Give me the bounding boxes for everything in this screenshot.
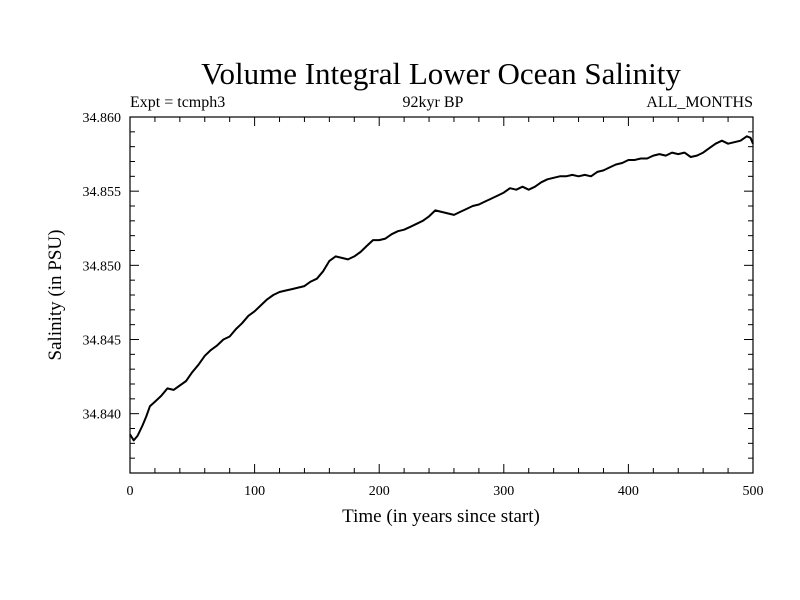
y-tick-label: 34.860: [83, 111, 122, 126]
months-label: ALL_MONTHS: [646, 94, 753, 111]
x-tick-label: 0: [127, 484, 134, 499]
period-label: 92kyr BP: [403, 94, 464, 111]
x-tick-label: 100: [244, 484, 265, 499]
experiment-label: Expt = tcmph3: [130, 94, 225, 111]
chart-title: Volume Integral Lower Ocean Salinity: [201, 56, 681, 91]
axis-ticks: [129, 116, 754, 474]
x-axis-label: Time (in years since start): [342, 506, 540, 527]
x-tick-labels: 0 100 200 300 400 500: [127, 484, 764, 499]
x-tick-label: 200: [369, 484, 390, 499]
y-tick-label: 34.855: [83, 185, 122, 200]
y-tick-label: 34.850: [83, 259, 122, 274]
y-tick-label: 34.840: [83, 408, 122, 423]
x-tick-label: 300: [493, 484, 514, 499]
y-axis-label: Salinity (in PSU): [45, 230, 66, 361]
x-tick-label: 400: [618, 484, 639, 499]
plot-frame: [129, 116, 754, 474]
x-tick-label: 500: [743, 484, 764, 499]
salinity-series-line: [129, 135, 754, 442]
y-tick-labels: 34.840 34.845 34.850 34.855 34.860: [83, 111, 122, 423]
y-tick-label: 34.845: [83, 334, 122, 349]
